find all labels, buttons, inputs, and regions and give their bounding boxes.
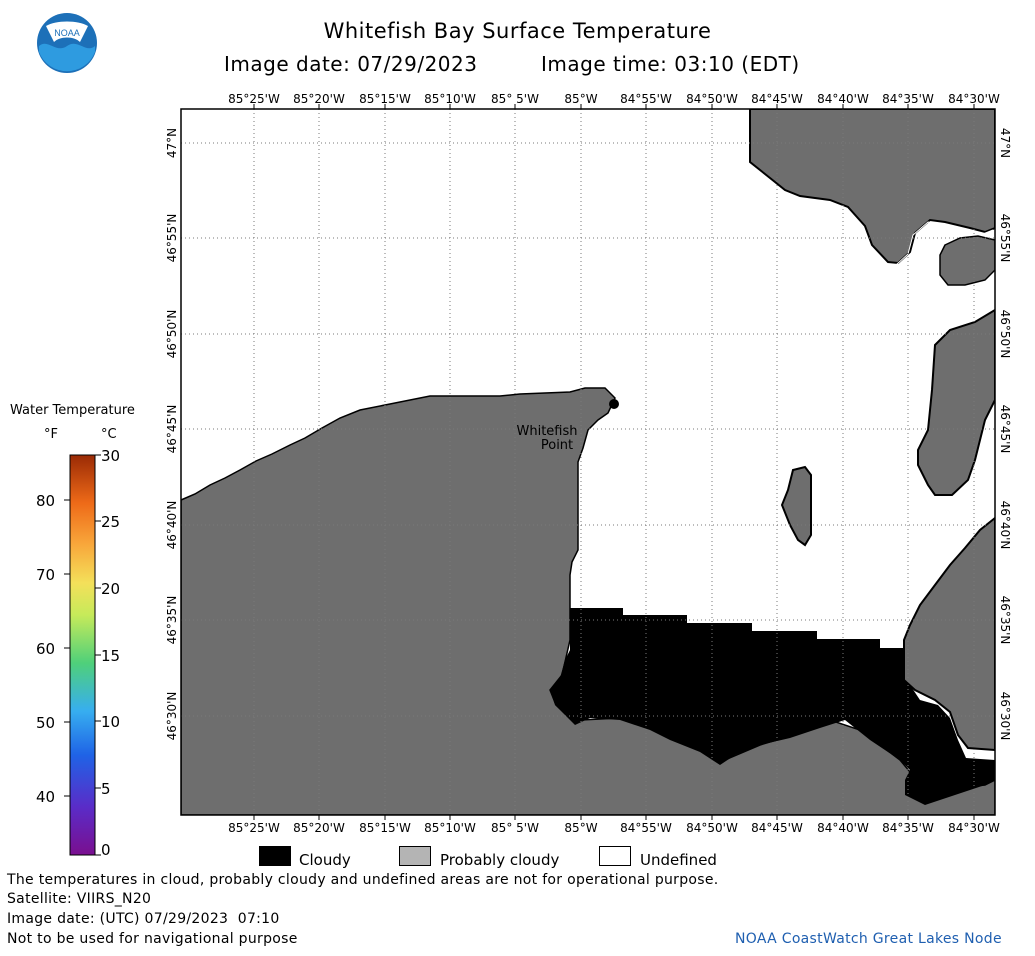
lat-label: 46°45'N [998,405,1012,454]
lon-labels-bottom: 85°25'W 85°20'W 85°15'W 85°10'W 85° 5'W … [228,821,1000,835]
lon-label: 84°30'W [948,821,1000,835]
lon-label: 85°W [564,821,597,835]
colorbar-c-tick: 5 [101,780,111,798]
lon-label: 84°40'W [817,821,869,835]
colorbar-f-tick: 80 [36,492,56,510]
lat-label: 46°55'N [998,214,1012,263]
colorbar-unit-c: °C [101,427,117,442]
colorbar-f-tick: 40 [36,788,56,806]
colorbar-f-tick: 60 [36,640,56,658]
probably-cloudy-island-northeast [939,235,995,286]
lat-label: 46°35'N [998,596,1012,645]
lon-label: 84°40'W [817,92,869,106]
lat-label: 46°55'N [165,214,179,263]
colorbar-c-tick: 15 [101,647,121,665]
lon-label: 84°50'W [686,92,738,106]
graticule [181,109,995,815]
lat-label: 46°50'N [998,310,1012,359]
map-layers [181,109,995,815]
lat-label: 46°35'N [165,596,179,645]
page-title: Whitefish Bay Surface Temperature [323,19,712,43]
colorbar-f-tick: 50 [36,714,56,732]
lon-label: 85°20'W [293,821,345,835]
lat-label: 46°45'N [165,405,179,454]
noaa-logo: NOAA [36,12,98,74]
lon-label: 85°25'W [228,92,280,106]
lat-label: 47°N [998,128,1012,158]
place-label-point: Point [541,438,573,453]
tick-marks [253,104,975,820]
whitefish-point-marker [609,399,619,409]
probably-cloudy-island-center [780,465,812,547]
lon-label: 85° 5'W [491,821,539,835]
image-date: Image date: 07/29/2023 [224,52,478,76]
lon-label: 85°10'W [424,92,476,106]
colorbar-c-tick: 0 [101,841,111,859]
colorbar-f-tick: 70 [36,566,56,584]
legend-label-probably-cloudy: Probably cloudy [440,851,560,869]
colorbar-c-tick: 10 [101,713,121,731]
lon-label: 85°W [564,92,597,106]
colorbar-gradient [69,454,96,856]
lon-label: 84°55'W [620,821,672,835]
legend-label-cloudy: Cloudy [299,851,351,869]
lon-label: 85°15'W [359,821,411,835]
lon-label: 84°45'W [751,821,803,835]
noaa-logo-icon: NOAA [37,13,97,73]
lat-label: 46°30'N [998,692,1012,741]
lat-label: 46°30'N [165,692,179,741]
lon-label: 84°45'W [751,92,803,106]
probably-cloudy-region-northeast [749,109,995,265]
footer-credit: NOAA CoastWatch Great Lakes Node [735,931,1002,947]
legend-swatch-probably-cloudy [399,846,431,866]
colorbar-c-tick: 25 [101,513,121,531]
map-frame [180,108,996,816]
legend-swatch-cloudy [259,846,291,866]
footer-navigation-note: Not to be used for navigational purpose [7,931,298,947]
probably-cloudy-region-southwest [181,387,995,815]
legend-swatch-undefined [599,846,631,866]
image-time: Image time: 03:10 (EDT) [541,52,800,76]
lon-label: 85°25'W [228,821,280,835]
lon-label: 85° 5'W [491,92,539,106]
lon-labels-top: 85°25'W 85°20'W 85°15'W 85°10'W 85° 5'W … [228,92,1000,106]
lon-label: 85°10'W [424,821,476,835]
footer-utc-date: Image date: (UTC) 07/29/2023 07:10 [7,911,280,927]
probably-cloudy-region-east [917,308,995,496]
lat-label: 46°40'N [165,501,179,550]
cloudy-region [550,608,995,805]
lon-label: 84°30'W [948,92,1000,106]
lat-label: 46°40'N [998,501,1012,550]
colorbar-title: Water Temperature [10,403,135,418]
lat-labels-right: 47°N 46°55'N 46°50'N 46°45'N 46°40'N 46°… [998,128,1012,741]
footer-disclaimer: The temperatures in cloud, probably clou… [7,872,719,888]
lat-labels-left: 47°N 46°55'N 46°50'N 46°45'N 46°40'N 46°… [165,128,179,741]
lon-label: 85°20'W [293,92,345,106]
colorbar-c-tick: 30 [101,447,121,465]
colorbar-c-tick: 20 [101,580,121,598]
colorbar [64,454,101,856]
lat-label: 47°N [165,128,179,158]
lon-label: 84°50'W [686,821,738,835]
lon-label: 84°35'W [882,92,934,106]
lon-label: 84°55'W [620,92,672,106]
noaa-logo-text: NOAA [54,28,80,38]
footer-satellite: Satellite: VIIRS_N20 [7,891,152,907]
lat-label: 46°50'N [165,310,179,359]
colorbar-unit-f: °F [44,427,58,442]
place-label-whitefish: Whitefish [516,424,577,439]
legend-label-undefined: Undefined [640,851,717,869]
lon-label: 85°15'W [359,92,411,106]
lon-label: 84°35'W [882,821,934,835]
